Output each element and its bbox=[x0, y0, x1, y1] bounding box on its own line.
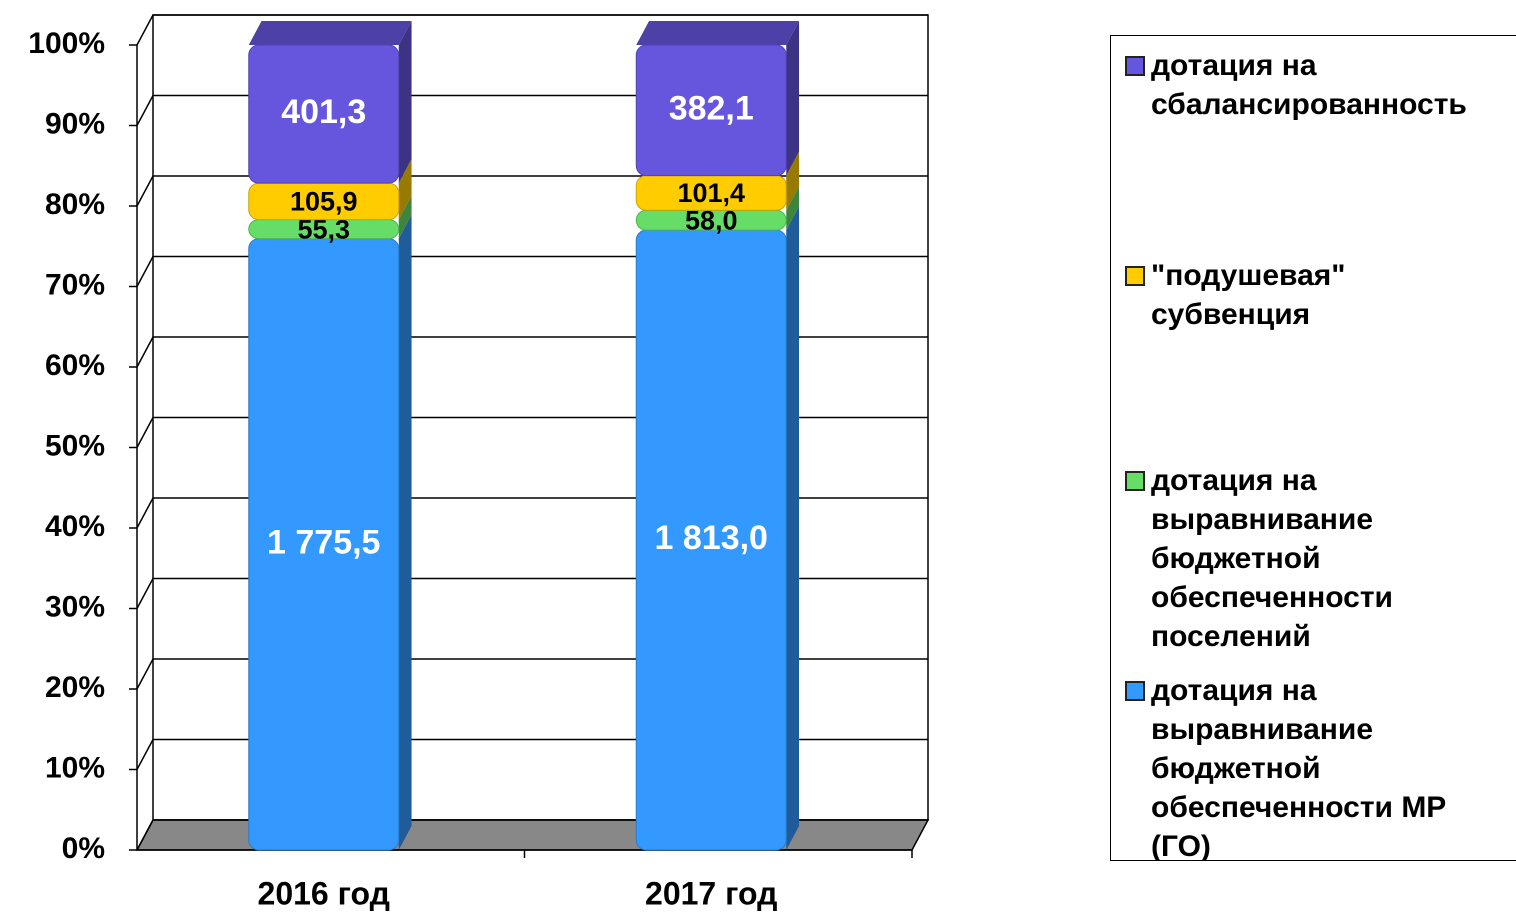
bar bbox=[635, 44, 787, 177]
bar-side bbox=[786, 21, 800, 176]
bar-top bbox=[248, 21, 412, 45]
legend-entry: дотация на выравнивание бюджетной обеспе… bbox=[1125, 671, 1505, 861]
bar bbox=[248, 44, 400, 184]
chart: 0% 10% 20% 30% 40% 50% 60% 70% 80% 90% 100% 2016 го… bbox=[28, 14, 930, 911]
bar-side bbox=[398, 214, 412, 850]
y-tick-label: 90% bbox=[45, 107, 105, 140]
value-label: 1 813,0 bbox=[655, 519, 768, 557]
bar-side bbox=[398, 159, 412, 220]
legend-swatch bbox=[1125, 266, 1145, 286]
legend-label: дотация на выравнивание бюджетной обеспе… bbox=[1151, 464, 1393, 653]
bar-side bbox=[786, 151, 800, 211]
y-tick-label: 50% bbox=[45, 429, 105, 462]
bar-side bbox=[398, 21, 412, 184]
bar-side bbox=[786, 186, 800, 231]
legend-label: "подушевая" субвенция bbox=[1151, 259, 1346, 331]
legend-label: дотация на выравнивание бюджетной обеспе… bbox=[1151, 674, 1447, 861]
value-label: 382,1 bbox=[669, 89, 754, 127]
x-tick-label: 2017 год bbox=[645, 875, 777, 911]
legend-swatch bbox=[1125, 681, 1145, 701]
y-tick-label: 80% bbox=[45, 188, 105, 221]
y-tick-label: 100% bbox=[28, 27, 105, 60]
y-tick-label: 30% bbox=[45, 590, 105, 623]
legend-entry: "подушевая" субвенция bbox=[1125, 256, 1505, 334]
value-label: 105,9 bbox=[290, 187, 358, 217]
value-label: 1 775,5 bbox=[267, 523, 380, 561]
value-label: 101,4 bbox=[677, 178, 745, 208]
y-tick-label: 10% bbox=[45, 751, 105, 784]
y-tick-label: 70% bbox=[45, 268, 105, 301]
legend-entry: дотация на выравнивание бюджетной обеспе… bbox=[1125, 461, 1505, 656]
y-tick-label: 60% bbox=[45, 349, 105, 382]
bar-side bbox=[398, 195, 412, 239]
y-tick-label: 0% bbox=[62, 832, 105, 865]
legend-label: дотация на сбалансированность bbox=[1151, 49, 1467, 121]
legend-swatch bbox=[1125, 56, 1145, 76]
value-label: 401,3 bbox=[281, 93, 366, 131]
grid-line bbox=[136, 14, 928, 46]
legend-swatch bbox=[1125, 471, 1145, 491]
x-tick-label: 2016 год bbox=[258, 875, 390, 911]
bar-top bbox=[636, 21, 800, 45]
legend: дотация на выравнивание бюджетной обеспе… bbox=[1110, 35, 1516, 861]
y-tick-label: 40% bbox=[45, 510, 105, 543]
y-tick-label: 20% bbox=[45, 671, 105, 704]
bar-side bbox=[786, 206, 800, 850]
legend-entry: дотация на сбалансированность bbox=[1125, 46, 1505, 124]
